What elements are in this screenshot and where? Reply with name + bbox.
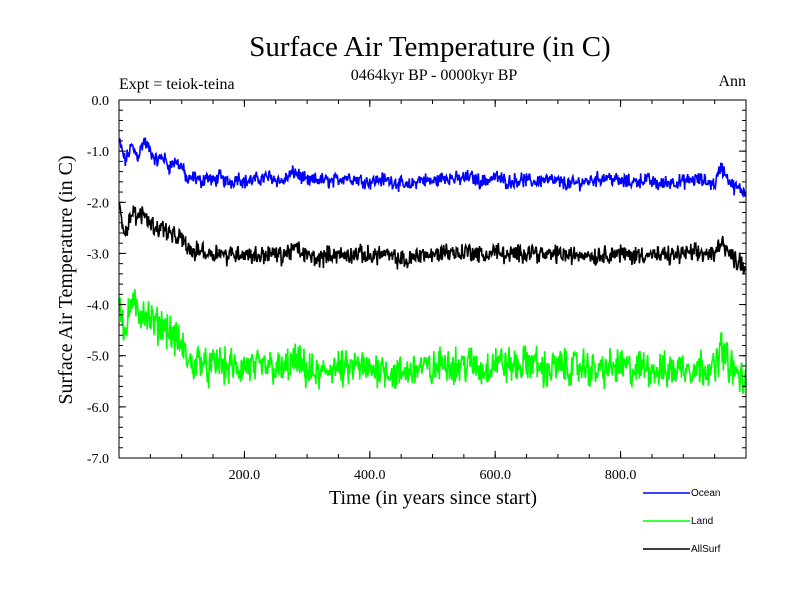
y-tick-label: 0.0 <box>92 94 110 109</box>
experiment-label: Expt = teiok-teina <box>119 76 235 93</box>
x-tick-label: 600.0 <box>479 468 511 483</box>
season-label: Ann <box>718 73 746 90</box>
y-tick-label: -4.0 <box>87 299 109 314</box>
y-tick-label: -6.0 <box>87 401 109 416</box>
chart-subtitle: 0464kyr BP - 0000kyr BP <box>351 67 518 84</box>
axes-layer: 0.0 -1.0 -2.0 -3.0 -4.0 -5.0 -6.0 -7.0 200.0 400.… <box>87 94 747 483</box>
x-tick-label: 400.0 <box>354 468 386 483</box>
y-tick-label: -3.0 <box>87 247 109 262</box>
series-line-land <box>118 288 747 394</box>
series-line-allsurf <box>118 201 747 275</box>
plot-frame <box>118 99 747 459</box>
x-tick-label: 800.0 <box>605 468 637 483</box>
legend-label-ocean: Ocean <box>691 488 720 499</box>
y-tick-label: -7.0 <box>87 452 109 467</box>
y-tick-label: -2.0 <box>87 196 109 211</box>
y-axis-label: Surface Air Temperature (in C) <box>55 155 77 404</box>
legend-label-allsurf: AllSurf <box>691 544 721 555</box>
series-line-ocean <box>118 137 747 199</box>
chart-title: Surface Air Temperature (in C) <box>249 31 610 63</box>
y-tick-label: -1.0 <box>87 145 109 160</box>
x-axis-label: Time (in years since start) <box>329 487 537 509</box>
y-tick-label: -5.0 <box>87 350 109 365</box>
legend-label-land: Land <box>691 516 713 527</box>
series-layer <box>118 137 747 394</box>
legend: Ocean Land AllSurf <box>643 488 721 555</box>
x-tick-label: 200.0 <box>229 468 261 483</box>
